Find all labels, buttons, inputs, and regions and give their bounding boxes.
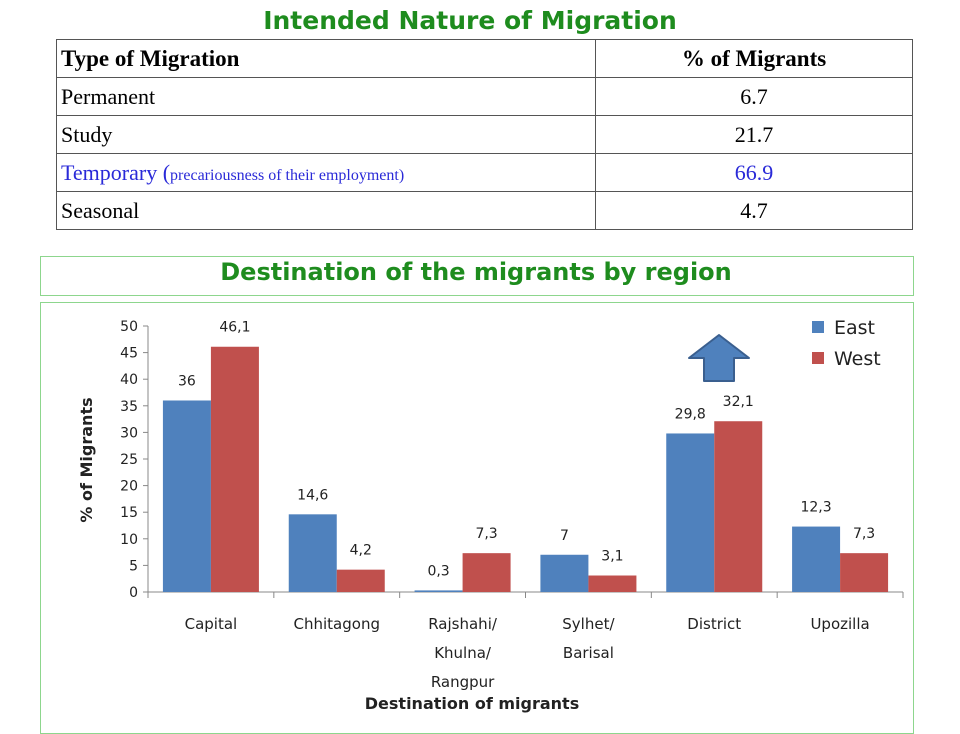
bar-west xyxy=(210,346,259,592)
x-tick-label: Rajshahi/ xyxy=(428,615,498,633)
y-tick-label: 10 xyxy=(120,532,138,548)
chart-title: Destination of the migrants by region xyxy=(220,258,732,286)
bar-east xyxy=(162,400,211,592)
data-label: 7 xyxy=(560,528,569,544)
bar-west xyxy=(588,575,637,592)
row-value: 6.7 xyxy=(595,77,913,116)
y-tick-label: 45 xyxy=(120,346,138,362)
row-value: 21.7 xyxy=(595,115,913,154)
table-row: Seasonal 4.7 xyxy=(56,191,913,230)
x-tick-label: Upozilla xyxy=(810,615,869,633)
data-label: 3,1 xyxy=(601,549,623,565)
y-tick-label: 5 xyxy=(129,558,138,574)
data-label: 46,1 xyxy=(219,320,250,336)
bar-east xyxy=(792,526,841,592)
chart-title-frame xyxy=(40,256,914,296)
legend-label-west: West xyxy=(834,348,881,370)
legend-label-east: East xyxy=(834,317,875,339)
legend-swatch-west xyxy=(812,352,824,364)
data-label: 29,8 xyxy=(675,406,706,422)
data-label: 36 xyxy=(178,373,196,389)
table-row-highlighted: Temporary (precariousness of their emplo… xyxy=(56,153,913,192)
row-value: 4.7 xyxy=(595,191,913,230)
x-tick-label: Khulna/ xyxy=(434,644,492,662)
y-tick-label: 15 xyxy=(120,505,138,521)
data-label: 7,3 xyxy=(853,526,875,542)
bar-east xyxy=(666,433,715,592)
column-header-type: Type of Migration xyxy=(56,39,596,78)
data-label: 12,3 xyxy=(800,500,831,516)
bar-east xyxy=(288,514,337,592)
x-tick-label: Rangpur xyxy=(431,673,495,691)
x-tick-label: District xyxy=(687,615,741,633)
row-note: precariousness of their employment) xyxy=(170,166,405,184)
data-label: 7,3 xyxy=(475,526,497,542)
row-label: Permanent xyxy=(56,77,596,116)
row-label: Temporary ( xyxy=(61,159,171,185)
x-tick-label: Sylhet/ xyxy=(562,615,615,633)
bar-west xyxy=(840,553,889,592)
data-label: 14,6 xyxy=(297,487,328,503)
row-value: 66.9 xyxy=(595,153,913,192)
bar-east xyxy=(540,554,589,592)
bar-west xyxy=(462,553,511,592)
up-arrow-icon xyxy=(688,334,750,382)
y-tick-label: 30 xyxy=(120,425,138,441)
y-tick-label: 0 xyxy=(129,585,138,601)
table-row: Study 21.7 xyxy=(56,115,913,154)
x-tick-label: Chhitagong xyxy=(294,615,380,633)
data-label: 32,1 xyxy=(723,394,754,410)
legend-swatch-east xyxy=(812,321,824,333)
table-title: Intended Nature of Migration xyxy=(263,6,677,35)
row-label: Study xyxy=(56,115,596,154)
y-tick-label: 25 xyxy=(120,452,138,468)
x-tick-label: Capital xyxy=(185,615,238,633)
bar-west xyxy=(336,569,385,592)
x-axis-title: Destination of migrants xyxy=(365,694,579,713)
y-tick-label: 20 xyxy=(120,479,138,495)
row-label: Seasonal xyxy=(56,191,596,230)
data-label: 0,3 xyxy=(427,563,449,579)
y-axis-title: % of Migrants xyxy=(77,397,96,522)
bar-east xyxy=(414,590,463,592)
table-row: Permanent 6.7 xyxy=(56,77,913,116)
y-tick-label: 50 xyxy=(120,319,138,335)
y-tick-label: 40 xyxy=(120,372,138,388)
row-label-cell: Temporary (precariousness of their emplo… xyxy=(56,153,596,192)
migration-table: Type of Migration % of Migrants Permanen… xyxy=(56,39,913,230)
bar-west xyxy=(714,421,763,592)
y-tick-label: 35 xyxy=(120,399,138,415)
data-label: 4,2 xyxy=(350,543,372,559)
x-tick-label: Barisal xyxy=(563,644,614,662)
